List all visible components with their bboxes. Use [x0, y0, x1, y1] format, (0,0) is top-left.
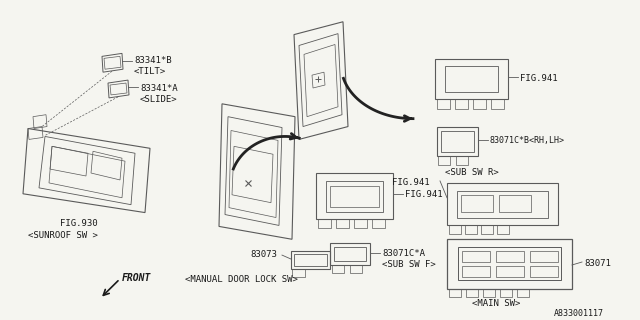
Text: <SUB SW R>: <SUB SW R>	[445, 168, 499, 177]
Text: <MAIN SW>: <MAIN SW>	[472, 299, 520, 308]
Text: <MANUAL DOOR LOCK SW>: <MANUAL DOOR LOCK SW>	[185, 275, 298, 284]
Text: 83071: 83071	[584, 259, 611, 268]
Text: FIG.941: FIG.941	[405, 190, 443, 199]
Text: FRONT: FRONT	[122, 273, 152, 283]
Text: <SLIDE>: <SLIDE>	[140, 95, 178, 104]
Text: FIG.941: FIG.941	[392, 178, 430, 187]
Text: <TILT>: <TILT>	[134, 67, 166, 76]
Text: <SUB SW F>: <SUB SW F>	[382, 260, 436, 269]
Text: FIG.941: FIG.941	[520, 74, 557, 83]
Text: 83341*A: 83341*A	[140, 84, 178, 93]
Text: 83071C*A: 83071C*A	[382, 249, 425, 258]
Text: 83073: 83073	[250, 250, 277, 259]
Text: 83341*B: 83341*B	[134, 56, 172, 65]
Text: 83071C*B<RH,LH>: 83071C*B<RH,LH>	[490, 136, 565, 146]
Text: A833001117: A833001117	[554, 309, 604, 318]
Text: <SUNROOF SW >: <SUNROOF SW >	[28, 231, 98, 240]
Text: FIG.930: FIG.930	[60, 220, 98, 228]
